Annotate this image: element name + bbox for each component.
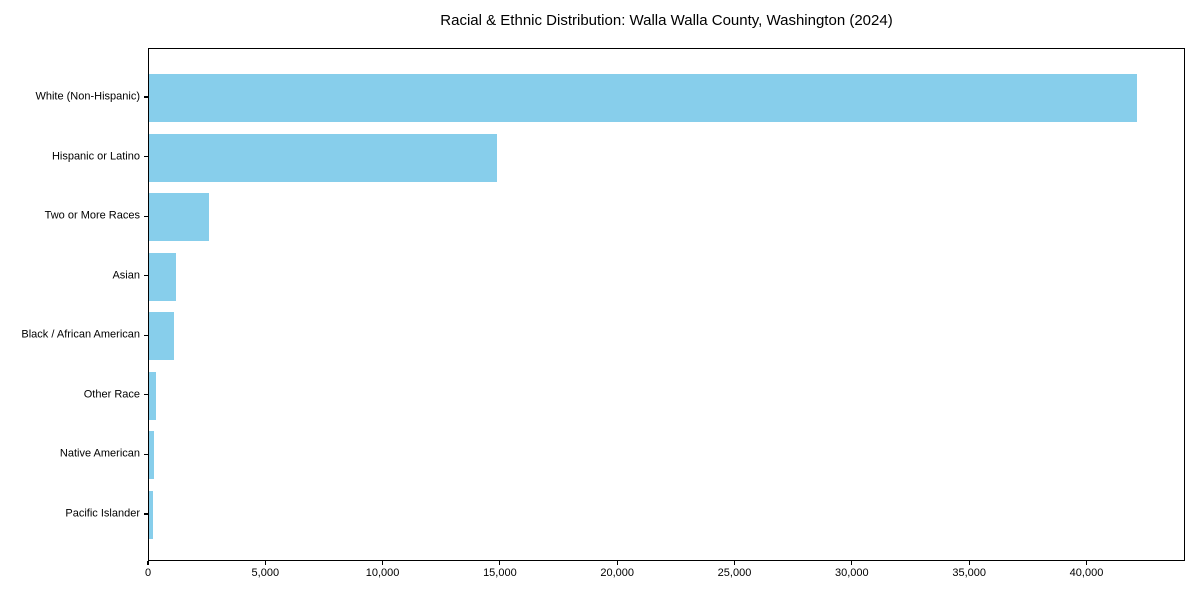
y-axis-tick [144, 275, 148, 277]
y-axis-tick [144, 453, 148, 455]
x-axis-tick-label: 5,000 [251, 567, 280, 579]
y-axis-label-two-or-more-races: Two or More Races [44, 209, 140, 222]
x-axis-tick [616, 561, 618, 565]
y-axis-tick [144, 156, 148, 158]
y-axis-label-hispanic-or-latino: Hispanic or Latino [51, 150, 140, 163]
x-axis-tick [147, 561, 149, 565]
bar-hispanic-or-latino [149, 133, 498, 182]
x-axis-tick [851, 561, 853, 565]
y-axis-tick [144, 96, 148, 98]
y-axis-label-pacific-islander: Pacific Islander [65, 507, 140, 520]
x-axis-tick-label: 0 [144, 567, 152, 579]
x-axis-tick-label: 40,000 [1069, 567, 1104, 579]
x-axis-tick [264, 561, 266, 565]
x-axis-tick-label: 10,000 [365, 567, 400, 579]
chart-title: Racial & Ethnic Distribution: Walla Wall… [440, 12, 893, 29]
y-axis-label-asian: Asian [112, 269, 140, 282]
bar-black-african-american [149, 312, 174, 361]
x-axis-tick-label: 30,000 [834, 567, 869, 579]
bar-two-or-more-races [149, 193, 209, 242]
x-axis-tick-label: 35,000 [952, 567, 987, 579]
x-axis-tick-label: 25,000 [717, 567, 752, 579]
x-axis-tick [382, 561, 384, 565]
y-axis-tick [144, 513, 148, 515]
bar-other-race [149, 371, 156, 420]
y-axis-label-black-african-american: Black / African American [21, 328, 140, 341]
x-axis-tick-label: 15,000 [483, 567, 517, 579]
y-axis-label-native-american: Native American [59, 447, 140, 460]
y-axis-label-white-non-hispanic: White (Non-Hispanic) [35, 90, 140, 103]
bar-pacific-islander [149, 491, 153, 539]
bar-asian [149, 252, 176, 301]
bar-white-non-hispanic [149, 74, 1137, 122]
y-axis-tick [144, 215, 148, 217]
plot-area [148, 48, 1185, 561]
y-axis-label-other-race: Other Race [83, 388, 140, 401]
x-axis-tick [733, 561, 736, 565]
x-axis-tick [499, 561, 501, 565]
x-axis-tick [1085, 561, 1088, 565]
y-axis-tick [144, 334, 148, 336]
y-axis-tick [144, 394, 148, 396]
bar-native-american [149, 431, 155, 480]
x-axis-tick-label: 20,000 [600, 567, 635, 579]
x-axis-tick [968, 561, 970, 565]
